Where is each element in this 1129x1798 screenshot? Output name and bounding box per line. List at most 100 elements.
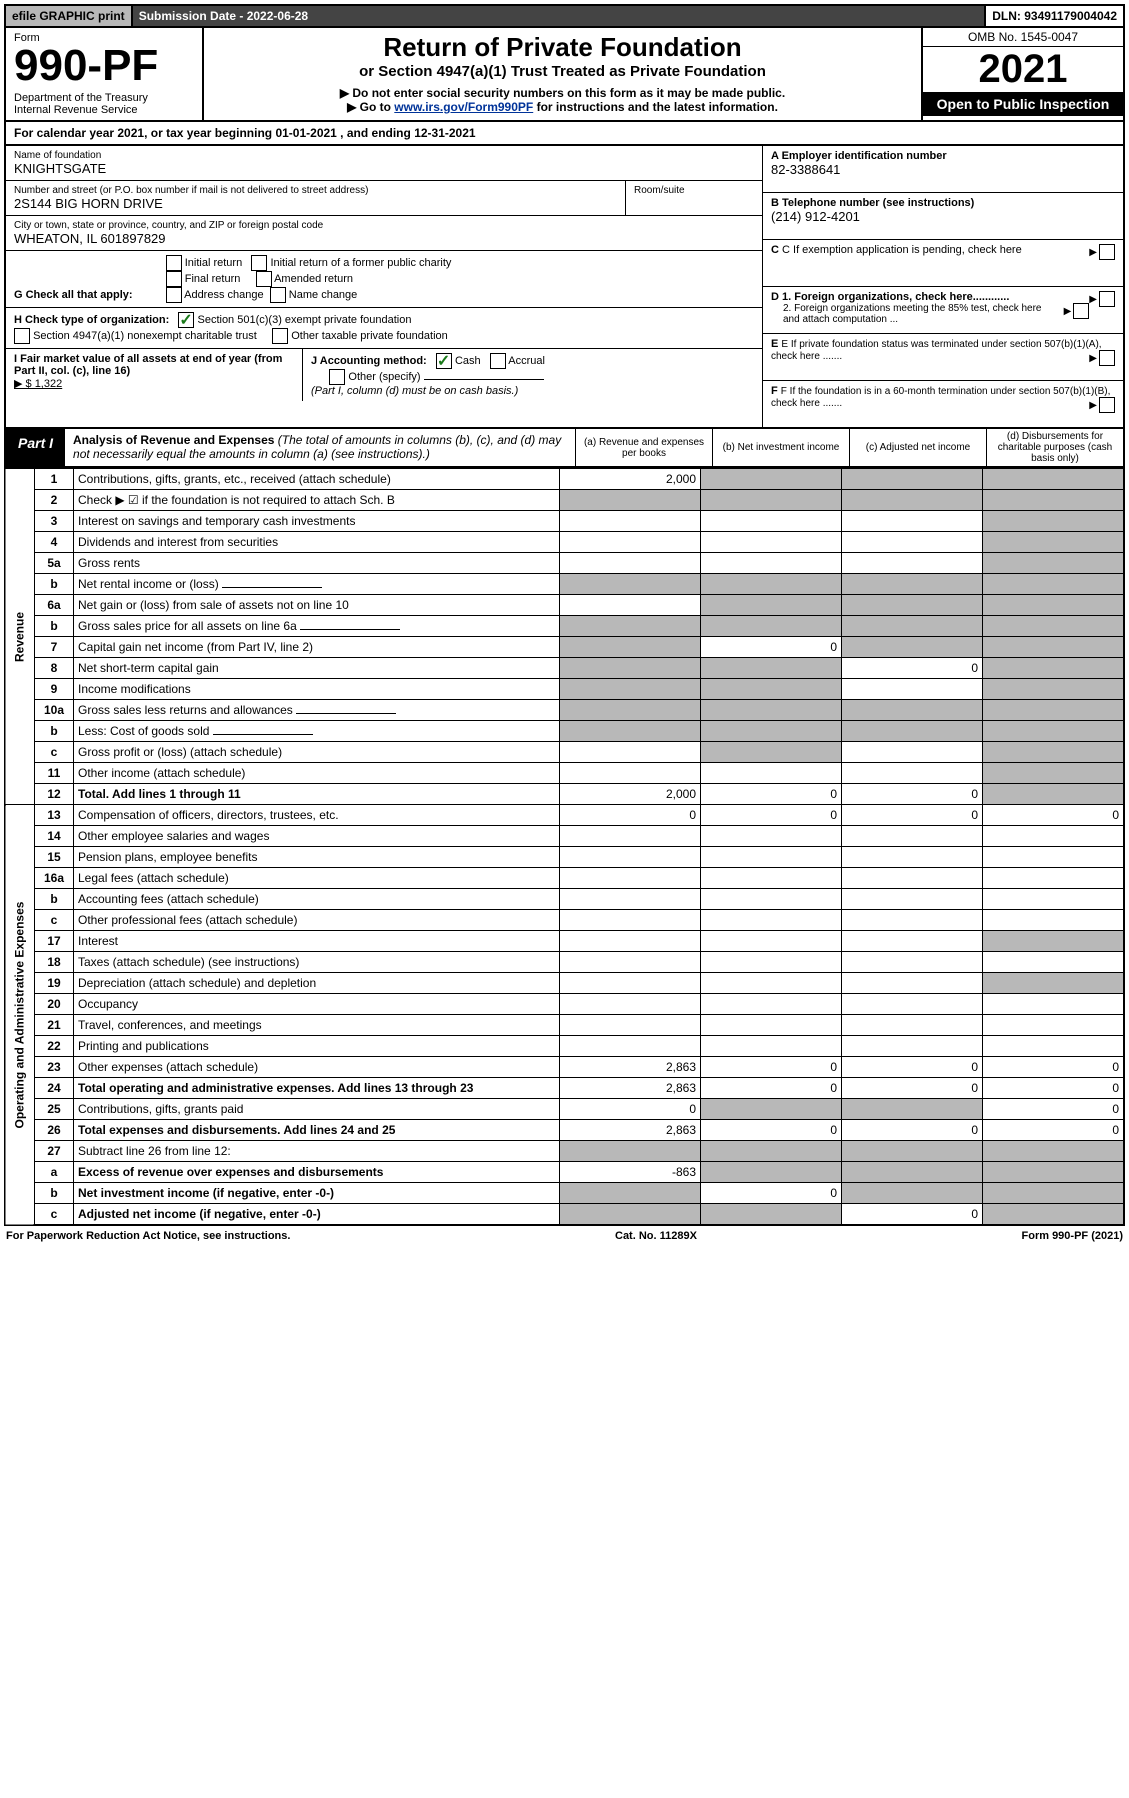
amount-cell: [983, 574, 1125, 595]
line-desc: Total. Add lines 1 through 11: [74, 784, 560, 805]
line-desc: Interest: [74, 931, 560, 952]
amount-cell: [560, 616, 701, 637]
line-desc: Net gain or (loss) from sale of assets n…: [74, 595, 560, 616]
line-desc: Occupancy: [74, 994, 560, 1015]
amount-cell: [701, 700, 842, 721]
amount-cell: [701, 1204, 842, 1226]
amount-cell: [842, 1036, 983, 1057]
amount-cell: [842, 721, 983, 742]
amount-cell: [560, 847, 701, 868]
chk-c[interactable]: [1099, 244, 1115, 260]
efile-label[interactable]: efile GRAPHIC print: [6, 6, 133, 26]
line-desc: Contributions, gifts, grants paid: [74, 1099, 560, 1120]
amount-cell: [983, 889, 1125, 910]
note-1: ▶ Do not enter social security numbers o…: [208, 86, 917, 100]
amount-cell: [842, 511, 983, 532]
amount-cell: [560, 574, 701, 595]
footer-mid: Cat. No. 11289X: [615, 1230, 697, 1242]
form-subtitle: or Section 4947(a)(1) Trust Treated as P…: [208, 63, 917, 80]
line-number: 18: [35, 952, 74, 973]
amount-cell: 0: [842, 1204, 983, 1226]
amount-cell: [560, 637, 701, 658]
chk-initial-former[interactable]: [251, 255, 267, 271]
amount-cell: [842, 1015, 983, 1036]
line-desc: Other expenses (attach schedule): [74, 1057, 560, 1078]
amount-cell: 0: [701, 1078, 842, 1099]
amount-cell: [560, 511, 701, 532]
room-label: Room/suite: [634, 185, 754, 196]
line-number: 6a: [35, 595, 74, 616]
line-desc: Taxes (attach schedule) (see instruction…: [74, 952, 560, 973]
note-2: ▶ Go to www.irs.gov/Form990PF for instru…: [208, 100, 917, 114]
amount-cell: [983, 1204, 1125, 1226]
amount-cell: [842, 679, 983, 700]
amount-cell: [560, 889, 701, 910]
amount-cell: [842, 469, 983, 490]
amount-cell: 0: [701, 1120, 842, 1141]
chk-initial[interactable]: [166, 255, 182, 271]
c-label: C If exemption application is pending, c…: [782, 244, 1022, 256]
chk-accrual[interactable]: [490, 353, 506, 369]
line-number: c: [35, 910, 74, 931]
amount-cell: [701, 553, 842, 574]
line-number: 3: [35, 511, 74, 532]
line-number: 4: [35, 532, 74, 553]
line-number: 22: [35, 1036, 74, 1057]
omb-no: OMB No. 1545-0047: [923, 28, 1123, 47]
amount-cell: [701, 826, 842, 847]
irs: Internal Revenue Service: [14, 104, 194, 116]
line-desc: Interest on savings and temporary cash i…: [74, 511, 560, 532]
line-number: 17: [35, 931, 74, 952]
amount-cell: [560, 553, 701, 574]
irs-link[interactable]: www.irs.gov/Form990PF: [394, 100, 533, 114]
line-desc: Legal fees (attach schedule): [74, 868, 560, 889]
amount-cell: [983, 532, 1125, 553]
page-footer: For Paperwork Reduction Act Notice, see …: [4, 1226, 1125, 1246]
line-desc: Gross profit or (loss) (attach schedule): [74, 742, 560, 763]
amount-cell: 0: [842, 1078, 983, 1099]
line-desc: Gross rents: [74, 553, 560, 574]
line-number: 26: [35, 1120, 74, 1141]
chk-other-tax[interactable]: [272, 328, 288, 344]
part1-label: Part I: [6, 429, 65, 466]
amount-cell: 0: [560, 805, 701, 826]
line-desc: Total operating and administrative expen…: [74, 1078, 560, 1099]
amount-cell: [560, 763, 701, 784]
chk-addr-change[interactable]: [166, 287, 182, 303]
chk-other-method[interactable]: [329, 369, 345, 385]
tax-year: 2021: [923, 47, 1123, 92]
amount-cell: [701, 595, 842, 616]
d1-label: D 1. Foreign organizations, check here..…: [771, 291, 1009, 303]
amount-cell: [560, 658, 701, 679]
line-number: 19: [35, 973, 74, 994]
chk-final[interactable]: [166, 271, 182, 287]
chk-e[interactable]: [1099, 350, 1115, 366]
chk-d2[interactable]: [1073, 303, 1089, 319]
chk-name-change[interactable]: [270, 287, 286, 303]
chk-f[interactable]: [1099, 397, 1115, 413]
amount-cell: [560, 1141, 701, 1162]
line-number: 5a: [35, 553, 74, 574]
chk-d1[interactable]: [1099, 291, 1115, 307]
chk-501c3[interactable]: [178, 312, 194, 328]
chk-amended[interactable]: [256, 271, 272, 287]
e-label: E If private foundation status was termi…: [771, 339, 1102, 362]
chk-cash[interactable]: [436, 353, 452, 369]
chk-4947[interactable]: [14, 328, 30, 344]
amount-cell: [701, 1162, 842, 1183]
amount-cell: 0: [842, 805, 983, 826]
d2-label: 2. Foreign organizations meeting the 85%…: [771, 303, 1043, 325]
amount-cell: [701, 679, 842, 700]
street-address: 2S144 BIG HORN DRIVE: [14, 196, 617, 211]
amount-cell: 0: [983, 1057, 1125, 1078]
name-label: Name of foundation: [14, 150, 754, 161]
col-d-header: (d) Disbursements for charitable purpose…: [987, 429, 1123, 466]
amount-cell: 0: [842, 784, 983, 805]
amount-cell: [842, 700, 983, 721]
line-desc: Less: Cost of goods sold: [74, 721, 560, 742]
amount-cell: 0: [842, 1057, 983, 1078]
line-number: 25: [35, 1099, 74, 1120]
amount-cell: [983, 763, 1125, 784]
line-desc: Gross sales less returns and allowances: [74, 700, 560, 721]
amount-cell: [560, 973, 701, 994]
